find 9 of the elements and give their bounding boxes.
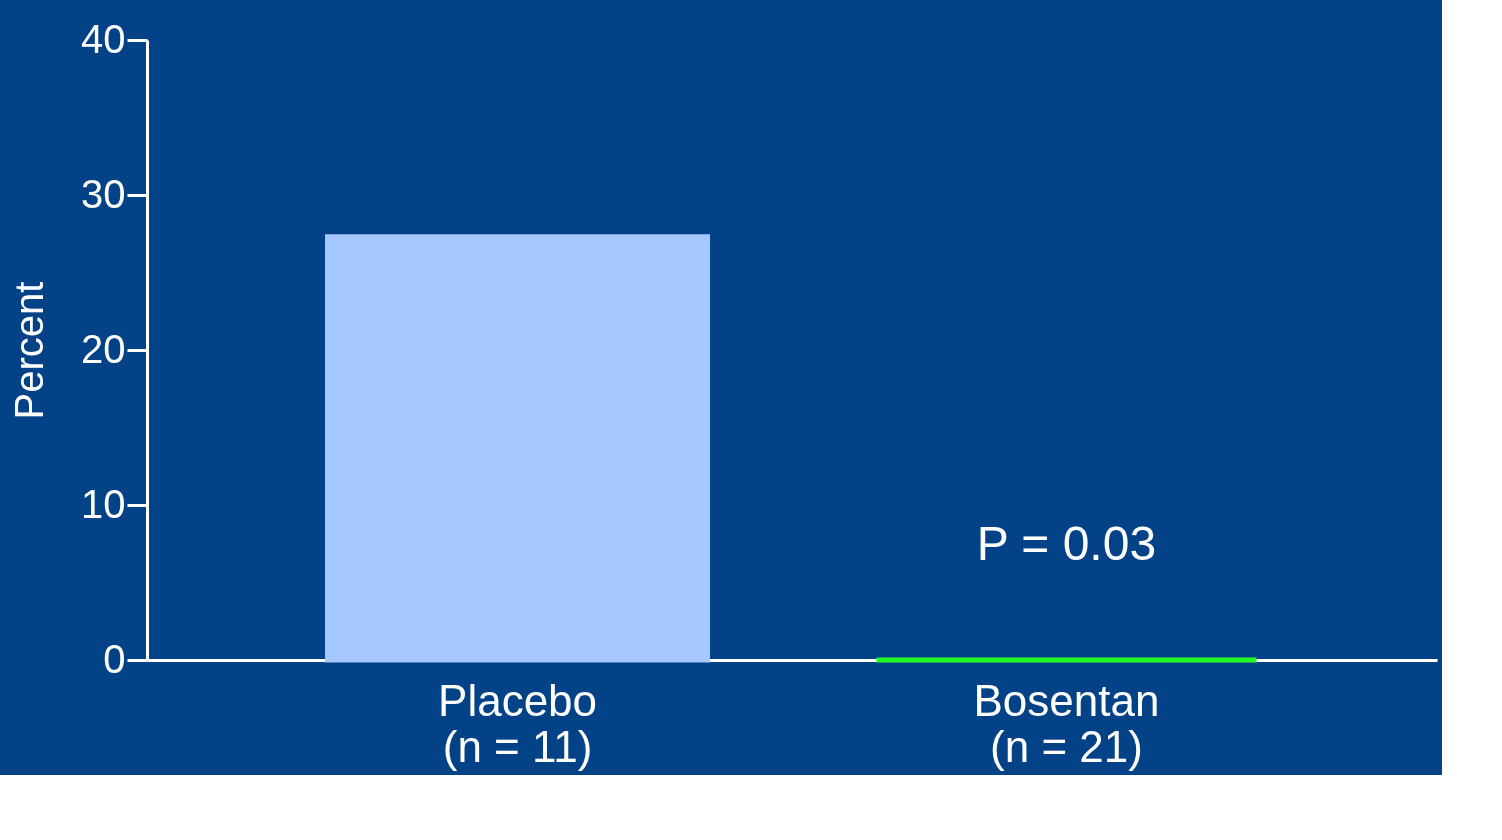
y-tick-label: 20 [81, 326, 126, 371]
y-tick-label: 30 [81, 171, 126, 216]
annotation: P = 0.03 [976, 517, 1157, 570]
x-tick-label: Placebo (n = 11) [438, 675, 598, 771]
y-tick-label: 40 [81, 16, 126, 61]
y-axis-title: Percent [7, 281, 52, 420]
y-tick-label: 0 [103, 636, 126, 681]
x-tick-label: Bosentan (n = 21) [973, 675, 1160, 771]
y-tick-label: 10 [81, 481, 126, 526]
